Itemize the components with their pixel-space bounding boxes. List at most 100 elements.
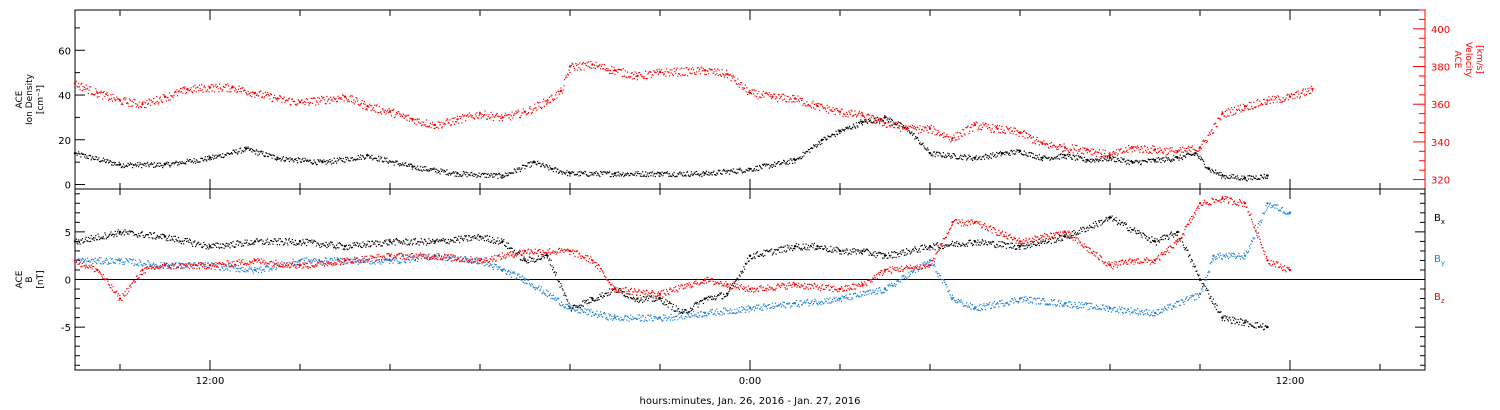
trace-ion-density (531, 162, 533, 164)
trace-velocity (313, 97, 315, 99)
trace-velocity (382, 108, 384, 110)
trace-bx (642, 301, 644, 303)
trace-bx (501, 238, 503, 240)
trace-bx (1012, 247, 1014, 249)
trace-ion-density (402, 162, 404, 164)
trace-bx (399, 242, 401, 244)
trace-bx (130, 230, 132, 232)
trace-ion-density (1180, 157, 1182, 160)
trace-bx (168, 236, 170, 238)
trace-bx (483, 237, 485, 239)
trace-bx (575, 306, 577, 308)
trace-bx (195, 246, 197, 248)
trace-ion-density (81, 153, 83, 155)
trace-bx (725, 295, 727, 297)
trace-bx (1260, 324, 1262, 326)
point-velocity (523, 110, 527, 113)
trace-velocity (316, 101, 318, 103)
trace-velocity (716, 73, 718, 75)
trace-ion-density (546, 165, 548, 167)
trace-bx (1014, 248, 1016, 250)
trace-velocity (818, 103, 820, 105)
trace-ion-density (492, 173, 494, 175)
trace-velocity (458, 122, 460, 124)
trace-bx (619, 288, 621, 290)
trace-bx (932, 248, 934, 250)
trace-velocity (551, 94, 553, 96)
trace-velocity (1292, 98, 1294, 100)
trace-ion-density (866, 121, 868, 123)
trace-velocity (1040, 141, 1042, 143)
trace-velocity (1164, 149, 1166, 151)
trace-ion-density (294, 158, 296, 160)
trace-bx (1051, 236, 1053, 238)
trace-velocity (1136, 147, 1138, 149)
trace-velocity (1170, 150, 1172, 152)
trace-ion-density (656, 173, 658, 175)
trace-velocity (786, 95, 788, 98)
trace-bx (306, 238, 308, 241)
trace-bx (1263, 329, 1265, 331)
trace-ion-density (327, 160, 329, 162)
trace-ion-density (240, 152, 242, 154)
trace-bx (437, 240, 439, 242)
trace-bx (885, 254, 887, 256)
trace-velocity (242, 86, 244, 89)
point-ion-density (276, 156, 279, 159)
trace-velocity (1131, 151, 1133, 153)
trace-ion-density (1082, 159, 1084, 161)
trace-velocity (951, 139, 953, 141)
trace-ion-density (1233, 174, 1235, 176)
trace-velocity (1288, 94, 1290, 96)
trace-velocity (1098, 149, 1100, 151)
trace-velocity (1163, 151, 1165, 153)
trace-bx (105, 238, 107, 240)
trace-velocity (202, 91, 204, 93)
trace-bx (325, 241, 327, 243)
trace-ion-density (851, 128, 853, 130)
trace-ion-density (568, 171, 570, 173)
trace-velocity (1302, 89, 1304, 91)
trace-velocity (113, 97, 115, 99)
trace-ion-density (1197, 154, 1199, 156)
trace-velocity (801, 98, 803, 100)
point-ion-density (366, 154, 369, 157)
trace-bx (291, 242, 293, 245)
trace-velocity (657, 73, 659, 75)
trace-ion-density (1005, 151, 1007, 153)
trace-velocity (169, 99, 171, 101)
trace-bx (1153, 239, 1155, 242)
trace-ion-density (1107, 156, 1109, 158)
trace-velocity (1148, 152, 1150, 154)
trace-velocity (351, 101, 353, 103)
trace-bx (1239, 318, 1241, 320)
trace-bx (359, 243, 361, 245)
trace-ion-density (270, 154, 272, 156)
trace-ion-density (831, 134, 833, 136)
trace-bx (1128, 229, 1130, 232)
trace-ion-density (417, 165, 419, 167)
trace-ion-density (812, 147, 814, 149)
trace-velocity (293, 100, 295, 103)
trace-bx (244, 239, 246, 241)
trace-velocity (882, 125, 884, 127)
trace-bx (794, 248, 796, 250)
trace-velocity (1182, 151, 1184, 153)
trace-velocity (1224, 110, 1226, 112)
trace-bx (150, 232, 152, 234)
trace-ion-density (933, 151, 935, 153)
trace-bx (452, 240, 454, 242)
trace-velocity (1272, 102, 1274, 104)
trace-velocity (576, 69, 578, 71)
trace-ion-density (1210, 171, 1212, 173)
trace-bx (708, 295, 710, 297)
trace-velocity (1302, 88, 1304, 90)
trace-velocity (1023, 130, 1025, 132)
trace-ion-density (494, 173, 496, 175)
trace-ion-density (597, 172, 599, 174)
trace-ion-density (506, 172, 508, 175)
trace-velocity (630, 72, 632, 74)
trace-bx (777, 249, 779, 251)
trace-bx (597, 299, 599, 301)
trace-bx (902, 251, 904, 253)
